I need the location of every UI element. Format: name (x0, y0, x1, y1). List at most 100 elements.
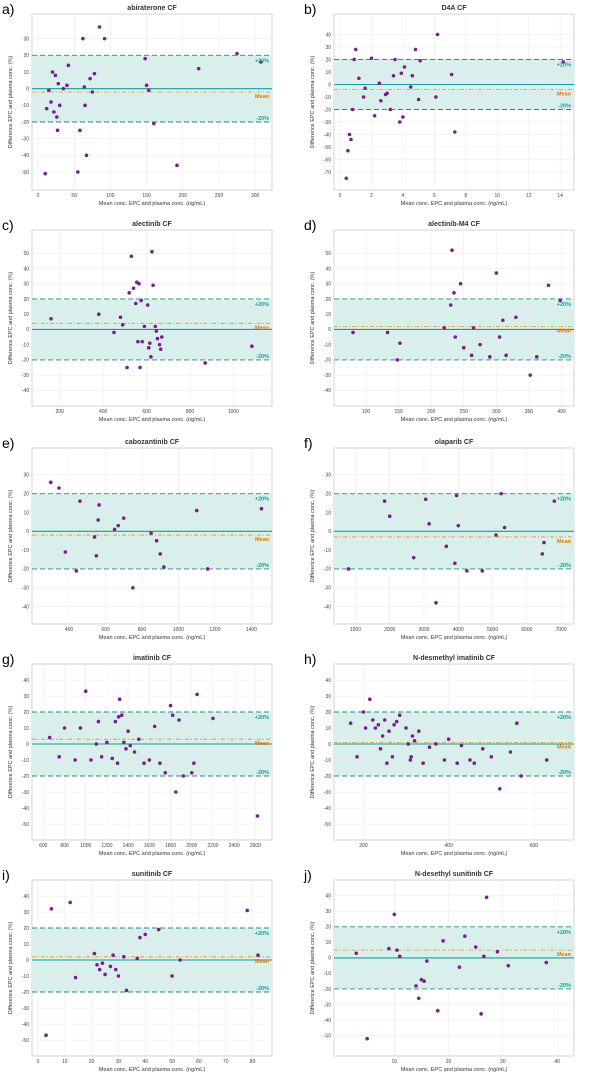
data-point (189, 771, 194, 775)
panel-label: h) (304, 651, 316, 667)
data-point (482, 954, 486, 959)
y-tick-label: -10 (22, 758, 29, 764)
data-point (453, 561, 457, 566)
y-tick-label: -40 (324, 604, 331, 610)
y-tick-label: -20 (324, 107, 331, 113)
chart-panel-4: d) alectinib-M4 CF+20%Mean-20%100 150 200 25… (304, 217, 575, 423)
data-point (434, 742, 438, 746)
data-point (561, 60, 566, 64)
data-point (355, 755, 359, 759)
x-axis-label: Mean conc. EPC and plasma conc. (ng/mL) (401, 1067, 508, 1073)
data-point (154, 538, 159, 543)
data-point (380, 734, 385, 738)
upper-limit-label: +20% (255, 58, 269, 64)
data-point (117, 697, 122, 701)
data-point (83, 689, 88, 693)
y-tick-label: 10 (23, 70, 29, 76)
y-tick-label: -40 (22, 388, 29, 394)
data-point (149, 531, 153, 535)
data-point (73, 975, 78, 980)
data-point (419, 977, 424, 982)
data-point (387, 514, 392, 519)
data-point (124, 988, 129, 993)
mean-label: Mean (557, 744, 572, 750)
data-point (100, 961, 105, 965)
x-tick-label: 0 (339, 193, 342, 199)
x-tick-label: 200 (179, 193, 188, 199)
y-tick-label: -10 (324, 342, 331, 348)
x-tick-label: 50 (71, 193, 77, 199)
data-point (508, 750, 513, 754)
chart-panel-8: h) N-desmethyl imatinib CF+20%Mean-20%200… (304, 651, 575, 857)
data-point (73, 758, 77, 762)
panel-label: a) (2, 1, 14, 17)
y-tick-label: 0 (328, 529, 331, 535)
x-tick-label: 20 (89, 1059, 95, 1065)
y-tick-label: 0 (328, 742, 331, 748)
y-axis-label: Difference EPC and plasma conc. (%) (8, 922, 14, 1015)
y-tick-label: -20 (324, 774, 331, 780)
upper-limit-label: +20% (255, 715, 269, 721)
data-point (62, 726, 67, 730)
x-tick-label: 4 (402, 193, 405, 199)
y-tick-label: 0 (26, 529, 29, 535)
data-point (111, 953, 115, 957)
x-tick-label: 6000 (521, 627, 532, 633)
y-tick-label: -30 (324, 586, 331, 592)
data-point (457, 965, 462, 970)
y-tick-label: 20 (325, 57, 331, 63)
data-point (61, 86, 66, 91)
y-tick-label: 0 (26, 86, 29, 92)
y-tick-label: -50 (22, 170, 29, 176)
data-point (68, 900, 72, 905)
data-point (55, 115, 59, 119)
data-point (170, 713, 175, 717)
y-tick-label: -10 (324, 758, 331, 764)
chart-title: sunitinib CF (132, 871, 173, 878)
data-point (138, 365, 142, 370)
data-point (119, 713, 124, 717)
plot-area (334, 664, 574, 840)
y-tick-label: -20 (22, 120, 29, 126)
data-point (97, 312, 101, 316)
data-point (76, 170, 80, 174)
y-tick-label: 20 (325, 297, 331, 303)
mean-label: Mean (255, 325, 270, 331)
data-point (149, 355, 153, 359)
panel-label: g) (2, 651, 14, 667)
data-point (50, 70, 55, 74)
x-tick-label: 2400 (229, 843, 240, 849)
data-point (408, 85, 413, 89)
x-tick-label: 800 (138, 627, 147, 633)
x-tick-label: 400 (99, 409, 108, 415)
data-point (66, 63, 71, 68)
data-point (81, 36, 85, 41)
data-point (504, 353, 508, 358)
mean-label: Mean (255, 537, 270, 543)
y-tick-label: 20 (325, 710, 331, 716)
data-point (256, 953, 260, 957)
data-point (146, 88, 151, 93)
y-tick-label: -20 (22, 358, 29, 364)
y-tick-label: -20 (324, 987, 331, 993)
data-point (83, 103, 87, 108)
data-point (377, 81, 382, 86)
data-point (78, 726, 83, 730)
x-tick-label: 300 (492, 409, 501, 415)
x-tick-label: 250 (460, 409, 469, 415)
data-point (402, 65, 407, 69)
data-point (159, 335, 164, 339)
lower-limit-label: -20% (558, 354, 571, 360)
data-point (153, 324, 158, 329)
lower-limit-label: -20% (558, 770, 571, 776)
data-point (461, 345, 466, 350)
data-point (96, 719, 101, 724)
x-tick-label: 80 (250, 1059, 256, 1065)
data-point (363, 86, 367, 91)
data-point (478, 342, 482, 347)
data-point (57, 755, 62, 759)
x-tick-label: 1200 (101, 843, 112, 849)
data-point (152, 724, 157, 729)
chart-title: N-desethyl sunitinib CF (415, 871, 494, 878)
data-point (469, 353, 474, 358)
